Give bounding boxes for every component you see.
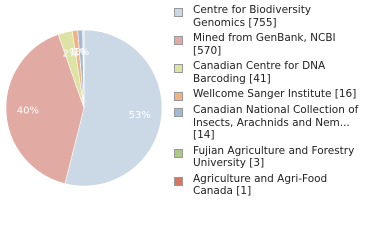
data-label: 40% [17, 106, 39, 117]
legend-item: Canadian National Collection of Insects,… [174, 104, 374, 142]
pie-slice [5, 33, 85, 185]
legend-swatch [174, 8, 183, 17]
pie-area: 53%40%2%1%1% [5, 29, 163, 187]
legend-item: Centre for Biodiversity Genomics [755] [174, 4, 374, 29]
legend-swatch [174, 36, 183, 45]
legend-swatch [174, 108, 183, 117]
legend-label: Agriculture and Agri-Food Canada [1] [193, 172, 328, 198]
legend-item: Agriculture and Agri-Food Canada [1] [174, 173, 374, 198]
legend-item: Mined from GenBank, NCBI [570] [174, 32, 374, 57]
legend-label: Fujian Agriculture and Forestry Universi… [193, 144, 355, 170]
legend-label: Canadian National Collection of Insects,… [193, 104, 359, 141]
legend-label: Canadian Centre for DNA Barcoding [41] [193, 60, 326, 85]
data-label: 2% [62, 49, 78, 60]
legend-swatch [174, 64, 183, 73]
data-label: 1% [73, 47, 89, 58]
legend-swatch [174, 92, 183, 101]
legend-item: Wellcome Sanger Institute [16] [174, 88, 374, 101]
legend-swatch [174, 176, 183, 186]
legend-label: Mined from GenBank, NCBI [570] [193, 32, 336, 57]
legend-swatch [174, 148, 183, 158]
data-label: 1% [70, 47, 86, 58]
data-label: 53% [129, 110, 151, 121]
legend: Centre for Biodiversity Genomics [755] Mi… [174, 4, 374, 201]
legend-label: Wellcome Sanger Institute [16] [193, 88, 357, 100]
legend-item: Canadian Centre for DNA Barcoding [41] [174, 60, 374, 85]
legend-label: Centre for Biodiversity Genomics [755] [193, 4, 312, 29]
pie-slice [64, 29, 163, 187]
legend-item: Fujian Agriculture and Forestry Universi… [174, 145, 374, 170]
